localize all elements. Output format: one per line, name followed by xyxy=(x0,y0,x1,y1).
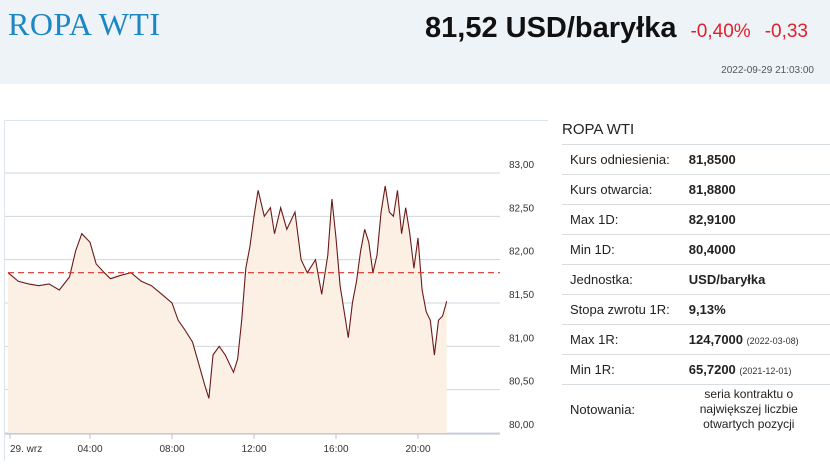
x-tick-label: 12:00 xyxy=(241,444,266,455)
info-value-date: (2022-03-08) xyxy=(746,336,799,346)
info-value-notes: seria kontraktu o największej liczbie ot… xyxy=(699,386,798,431)
info-value: 124,7000 (2022-03-08) xyxy=(688,324,830,355)
info-row: Kurs otwarcia: 81,8800 xyxy=(562,174,830,205)
info-label: Notowania: xyxy=(562,384,689,433)
info-panel: ROPA WTI Kurs odniesienia: 81,8500 Kurs o… xyxy=(562,116,830,461)
info-label: Min 1D: xyxy=(562,234,689,265)
price-area xyxy=(8,186,447,433)
info-value: USD/baryłka xyxy=(688,264,830,295)
info-row: Max 1R: 124,7000 (2022-03-08) xyxy=(562,324,830,355)
x-tick-label: 08:00 xyxy=(159,444,184,455)
info-value: 65,7200 (2021-12-01) xyxy=(688,354,830,385)
info-value-main: 65,7200 xyxy=(688,362,736,377)
info-value-main: 124,7000 xyxy=(688,332,744,347)
quote-timestamp: 2022-09-29 21:03:00 xyxy=(721,65,814,76)
info-row: Min 1R: 65,7200 (2021-12-01) xyxy=(562,354,830,385)
change-percent: -0,40% xyxy=(690,21,751,42)
x-tick-label: 20:00 xyxy=(405,444,430,455)
price-line xyxy=(7,185,448,399)
y-tick-label: 83,00 xyxy=(509,160,534,171)
price-row: 81,52 USD/baryłka -0,40% -0,33 xyxy=(425,12,808,45)
chart-frame xyxy=(4,120,548,461)
info-label: Min 1R: xyxy=(562,354,689,385)
instrument-title: ROPA WTI xyxy=(8,6,161,42)
info-row: Max 1D: 82,9100 xyxy=(562,204,830,235)
info-label: Stopa zwrotu 1R: xyxy=(562,294,689,325)
info-row: Jednostka: USD/baryłka xyxy=(562,264,830,295)
y-tick-label: 81,50 xyxy=(509,290,534,301)
info-value: seria kontraktu o największej liczbie ot… xyxy=(688,384,830,433)
info-value: 80,4000 xyxy=(688,234,830,265)
info-value: 9,13% xyxy=(688,294,830,325)
y-tick-label: 80,00 xyxy=(509,420,534,431)
info-value: 81,8500 xyxy=(688,144,830,175)
x-tick-label: 29. wrz xyxy=(10,444,42,455)
x-tick-label: 04:00 xyxy=(77,444,102,455)
info-row: Min 1D: 80,4000 xyxy=(562,234,830,265)
intraday-chart[interactable]: 83,00 82,50 82,00 81,50 81,00 80,50 80,00 29. w… xyxy=(0,120,548,461)
info-value: 81,8800 xyxy=(688,174,830,205)
info-label: Kurs otwarcia: xyxy=(562,174,689,205)
info-value: 82,9100 xyxy=(688,204,830,235)
info-table: Kurs odniesienia: 81,8500 Kurs otwarcia: 8… xyxy=(562,144,830,433)
info-label: Max 1R: xyxy=(562,324,689,355)
info-panel-title: ROPA WTI xyxy=(562,121,635,138)
y-tick-label: 80,50 xyxy=(509,377,534,388)
y-tick-label: 81,00 xyxy=(509,333,534,344)
y-tick-label: 82,00 xyxy=(509,247,534,258)
y-tick-label: 82,50 xyxy=(509,203,534,214)
last-price: 81,52 USD/baryłka xyxy=(425,12,677,44)
info-label: Jednostka: xyxy=(562,264,689,295)
info-label: Kurs odniesienia: xyxy=(562,144,689,175)
quote-header: ROPA WTI 81,52 USD/baryłka -0,40% -0,33 … xyxy=(0,0,830,84)
info-row: Kurs odniesienia: 81,8500 xyxy=(562,144,830,175)
info-label: Max 1D: xyxy=(562,204,689,235)
chart-svg: 83,00 82,50 82,00 81,50 81,00 80,50 80,00 29. w… xyxy=(4,160,534,455)
info-row: Stopa zwrotu 1R: 9,13% xyxy=(562,294,830,325)
info-value-date: (2021-12-01) xyxy=(739,366,792,376)
x-tick-label: 16:00 xyxy=(323,444,348,455)
info-row: Notowania: seria kontraktu o największej … xyxy=(562,384,830,433)
change-absolute: -0,33 xyxy=(764,21,808,42)
